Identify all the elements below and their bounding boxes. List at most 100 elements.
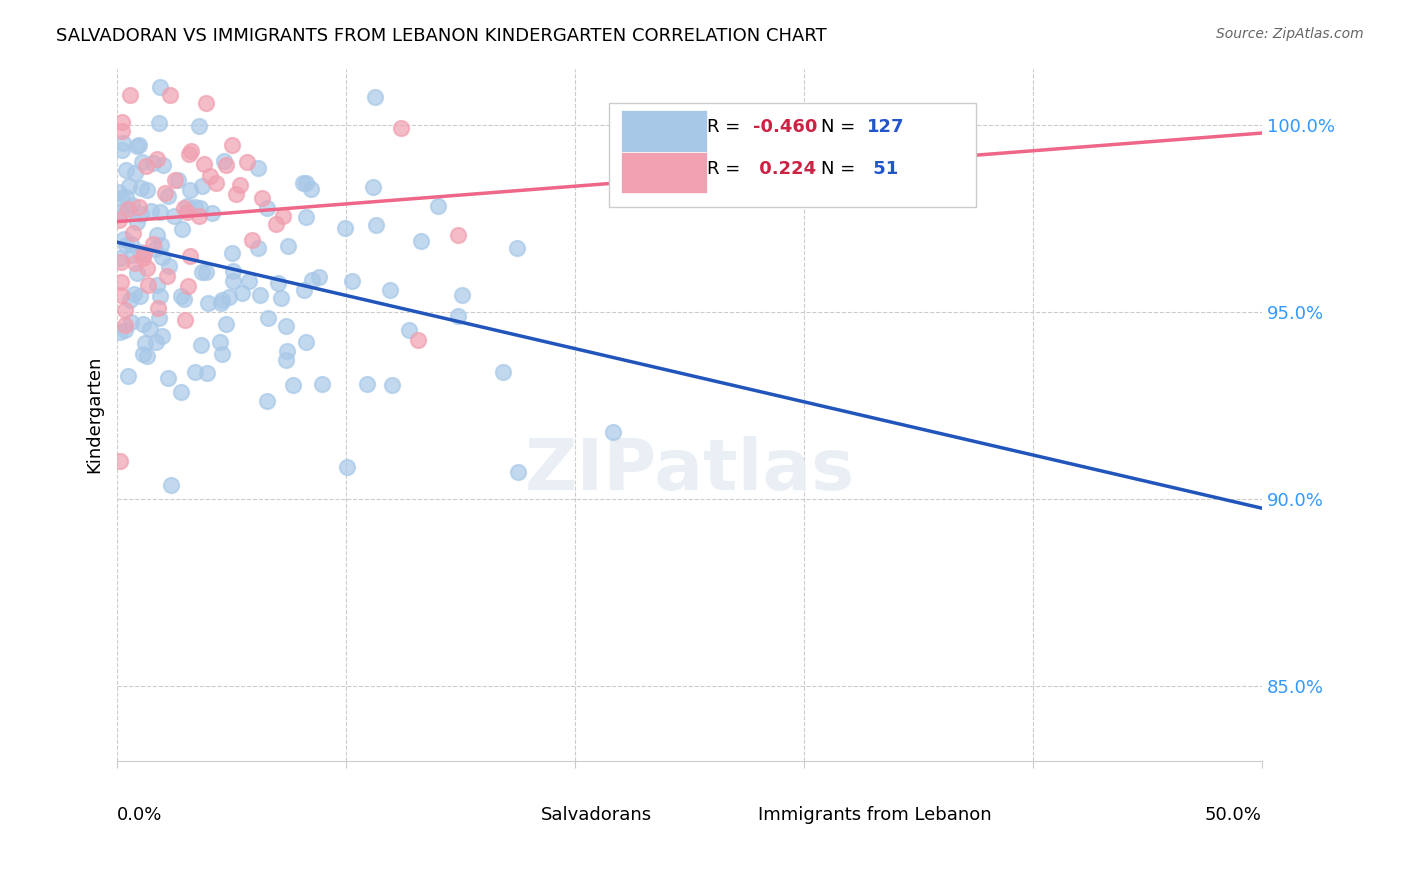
Point xyxy=(240,233,263,247)
Point xyxy=(170,289,193,303)
Point xyxy=(149,80,172,95)
Text: 0.224: 0.224 xyxy=(752,160,815,178)
FancyBboxPatch shape xyxy=(702,784,752,808)
Point xyxy=(110,287,132,301)
Text: Immigrants from Lebanon: Immigrants from Lebanon xyxy=(758,805,991,824)
Point xyxy=(145,228,167,243)
Point xyxy=(146,152,169,166)
Point xyxy=(184,200,207,214)
Text: R =: R = xyxy=(707,119,745,136)
Point xyxy=(117,202,139,216)
Point xyxy=(135,159,157,173)
Text: ZIPatlas: ZIPatlas xyxy=(524,435,855,505)
Point xyxy=(110,255,132,269)
Point xyxy=(148,311,170,326)
Point xyxy=(136,278,159,293)
Point xyxy=(145,277,167,292)
Point xyxy=(132,246,155,260)
Point xyxy=(188,201,211,215)
Point xyxy=(184,365,207,379)
Point xyxy=(299,182,322,196)
Point xyxy=(256,201,278,215)
Point xyxy=(124,286,146,301)
Point xyxy=(333,221,356,235)
Point xyxy=(156,188,179,202)
Point xyxy=(108,453,131,467)
Point xyxy=(150,250,173,264)
Point xyxy=(173,201,195,215)
Point xyxy=(177,278,200,293)
Point xyxy=(222,264,245,278)
Point xyxy=(218,290,240,304)
Point xyxy=(131,318,153,332)
Point xyxy=(271,209,294,223)
Point xyxy=(163,173,186,187)
Point xyxy=(108,51,131,65)
Point xyxy=(159,88,181,103)
Point xyxy=(274,353,297,368)
Point xyxy=(143,242,166,256)
Point xyxy=(238,274,260,288)
Point xyxy=(508,465,530,479)
Point xyxy=(270,291,292,305)
Point xyxy=(124,166,146,180)
Point xyxy=(194,265,217,279)
Point xyxy=(197,295,219,310)
Point xyxy=(114,303,136,318)
Point xyxy=(121,198,143,212)
Point xyxy=(361,180,384,194)
Point xyxy=(155,186,177,201)
Point xyxy=(187,120,209,134)
Point xyxy=(118,88,141,103)
Point xyxy=(111,124,134,138)
Point xyxy=(150,238,173,252)
Point xyxy=(211,293,233,307)
Point xyxy=(129,289,152,303)
Point xyxy=(191,265,214,279)
Point xyxy=(492,365,515,379)
Point xyxy=(256,393,278,408)
Point xyxy=(295,210,318,224)
Point xyxy=(506,241,529,255)
Point xyxy=(117,369,139,384)
Text: 51: 51 xyxy=(868,160,898,178)
Point xyxy=(152,158,174,172)
Point xyxy=(336,460,359,475)
Point xyxy=(145,335,167,350)
Point xyxy=(170,384,193,399)
Point xyxy=(274,318,297,333)
Point xyxy=(200,206,222,220)
Point xyxy=(114,318,136,332)
Text: Salvadorans: Salvadorans xyxy=(541,805,652,824)
Point xyxy=(180,145,202,159)
Point xyxy=(129,207,152,221)
Text: 50.0%: 50.0% xyxy=(1205,805,1263,824)
Point xyxy=(356,376,378,391)
Point xyxy=(381,377,404,392)
Point xyxy=(114,323,136,337)
Point xyxy=(131,346,153,360)
Text: SALVADORAN VS IMMIGRANTS FROM LEBANON KINDERGARTEN CORRELATION CHART: SALVADORAN VS IMMIGRANTS FROM LEBANON KI… xyxy=(56,27,827,45)
Point xyxy=(191,179,214,194)
Point xyxy=(108,251,131,265)
Point xyxy=(246,241,269,255)
Text: -0.460: -0.460 xyxy=(752,119,817,136)
Point xyxy=(135,349,157,363)
Point xyxy=(136,183,159,197)
Point xyxy=(222,274,245,288)
Point xyxy=(602,425,624,439)
Point xyxy=(193,157,215,171)
Point xyxy=(157,260,180,274)
Point xyxy=(446,309,468,323)
Point xyxy=(107,212,129,227)
Point xyxy=(142,155,165,169)
Point xyxy=(162,209,184,223)
Point xyxy=(127,138,149,153)
Point xyxy=(231,286,253,301)
Point xyxy=(195,96,218,111)
Point xyxy=(450,287,472,301)
Point xyxy=(173,292,195,306)
Point xyxy=(205,177,228,191)
Point xyxy=(111,136,134,150)
Point xyxy=(146,301,169,316)
